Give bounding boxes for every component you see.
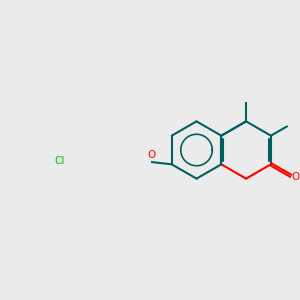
- Text: O: O: [147, 151, 155, 160]
- Text: Cl: Cl: [55, 156, 65, 166]
- Text: O: O: [292, 172, 300, 182]
